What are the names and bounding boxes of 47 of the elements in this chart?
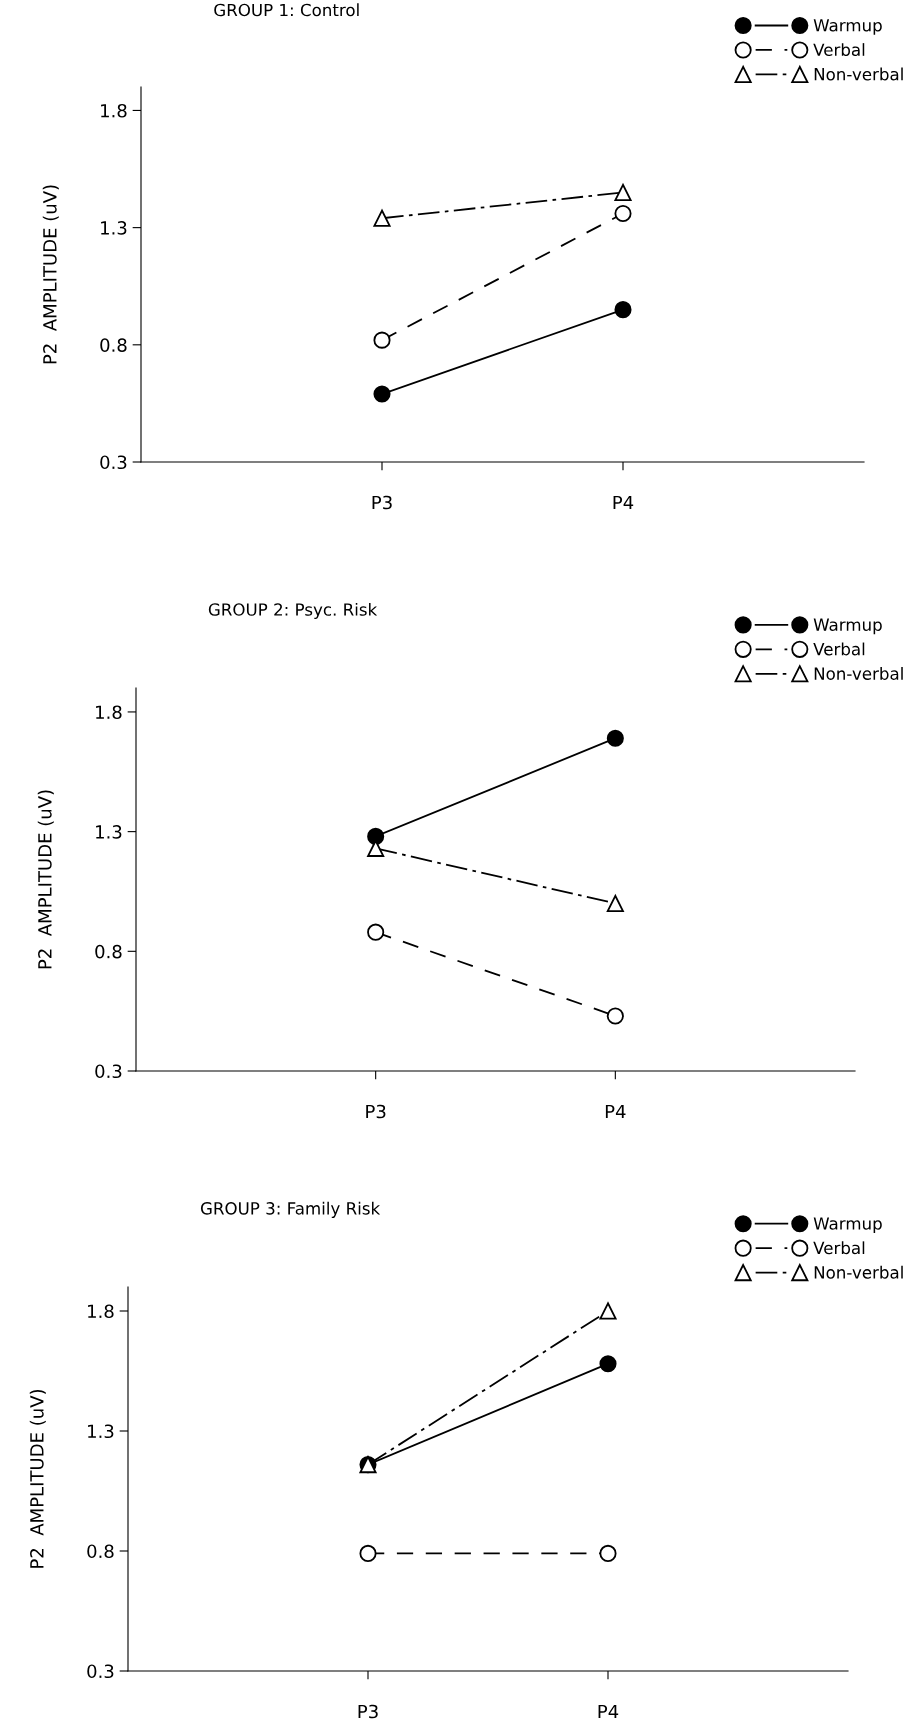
y-tick-label: 1.3 (96, 825, 122, 839)
y-tick-label: 0.8 (87, 1544, 114, 1559)
point (606, 729, 624, 747)
x-tick-label: P3 (372, 495, 392, 510)
point (373, 331, 391, 349)
y-axis-title: P2 AMPLITUDE (uV) (42, 185, 59, 364)
y-tick-label: 1.3 (88, 1424, 114, 1439)
y-tick-label: 0.8 (100, 338, 127, 352)
y-tick-label: 0.8 (95, 944, 122, 959)
y-axis-title: P2 AMPLITUDE (uV) (37, 790, 54, 969)
x-tick-label: P4 (613, 495, 634, 510)
y-axis-title: P2 AMPLITUDE (uV) (29, 1389, 46, 1568)
x-tick-label: P3 (358, 1704, 378, 1719)
point (367, 827, 385, 845)
point (599, 1544, 617, 1562)
legend-label: Warmup (813, 19, 882, 35)
point (367, 923, 385, 941)
chart-title: GROUP 2: Psyc. Risk (208, 602, 378, 620)
legend-label: Verbal (813, 1241, 865, 1255)
y-tick-label: 0.3 (95, 1064, 122, 1079)
x-tick-label: P4 (598, 1704, 619, 1719)
point (373, 209, 391, 227)
x-tick-label: P4 (605, 1104, 626, 1119)
chart-title: GROUP 1: Control (214, 3, 359, 17)
legend-label: Warmup (813, 1217, 882, 1233)
point (614, 205, 632, 223)
y-tick-label: 0.3 (87, 1664, 114, 1679)
legend-label: Verbal (813, 642, 865, 656)
legend-label: Non-verbal (814, 1265, 903, 1279)
point (606, 1007, 624, 1025)
point (359, 1544, 377, 1562)
y-tick-label: 1.3 (101, 221, 127, 235)
legend-label: Verbal (813, 43, 865, 57)
chart-title: GROUP 3: Family Risk (200, 1201, 381, 1218)
legend-label: Warmup (813, 618, 882, 635)
point (373, 385, 391, 403)
y-tick-label: 1.8 (88, 1304, 114, 1319)
y-tick-label: 0.3 (100, 455, 127, 470)
y-tick-label: 1.8 (96, 705, 122, 720)
legend-label: Non-verbal (814, 666, 903, 680)
point (614, 183, 632, 202)
point (614, 301, 632, 319)
legend-label: Non-verbal (814, 67, 903, 81)
y-tick-label: 1.8 (101, 103, 127, 118)
x-tick-label: P3 (366, 1104, 386, 1119)
point (599, 1355, 617, 1373)
point (606, 894, 624, 912)
